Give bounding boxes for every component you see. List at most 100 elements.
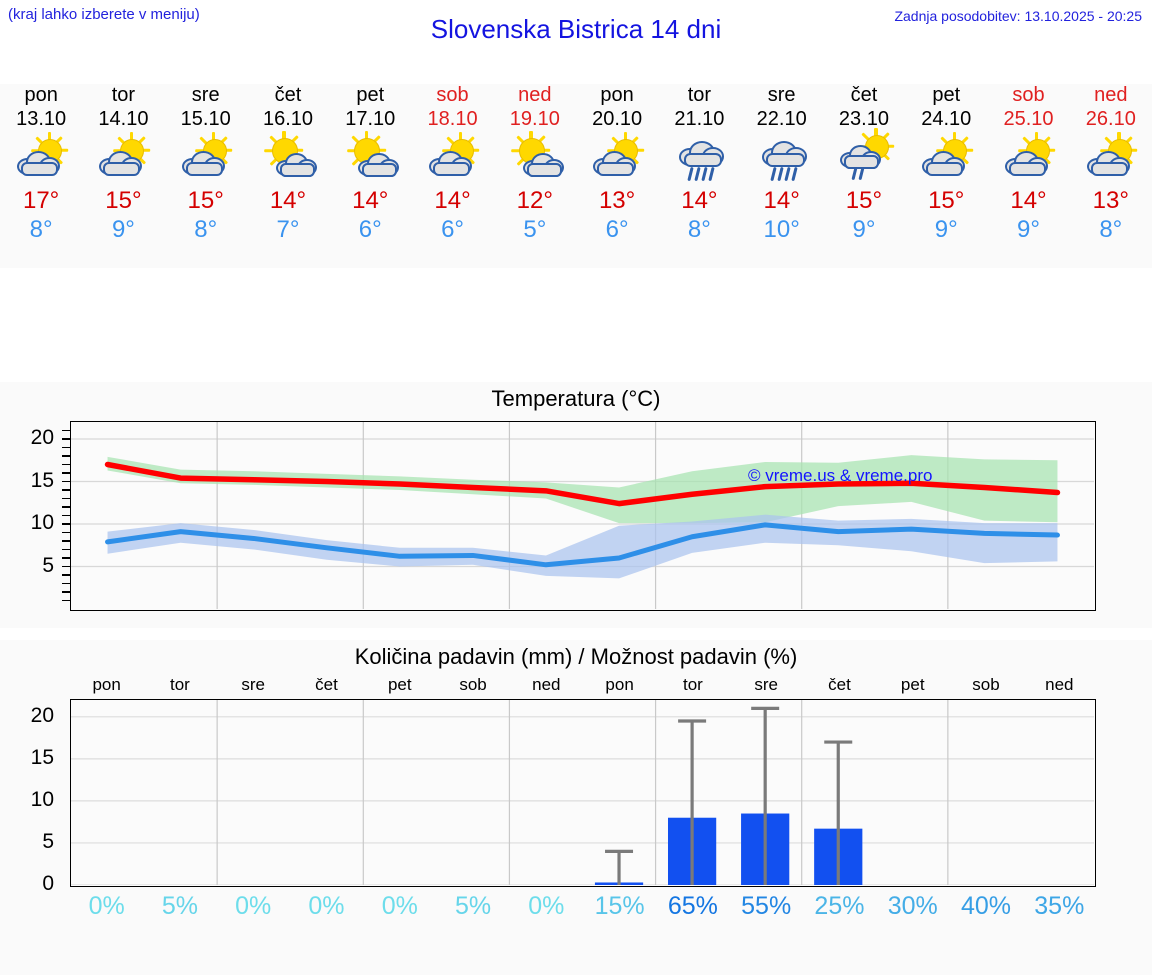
forecast-day-column[interactable]: tor 14.10 15° 9° — [82, 84, 164, 268]
forecast-day-column[interactable]: sre 22.10 14° 10° — [741, 84, 823, 268]
sun-behind-cloud-icon — [168, 132, 244, 185]
day-temp-max: 13° — [598, 187, 636, 214]
sun-behind-cloud-icon — [3, 132, 79, 185]
temp-y-tick-mark — [62, 531, 70, 533]
day-name: pon — [24, 84, 58, 106]
forecast-day-column[interactable]: sob 25.10 14° 9° — [987, 84, 1069, 268]
forecast-day-column[interactable]: pet 24.10 15° 9° — [905, 84, 987, 268]
forecast-day-column[interactable]: sre 15.10 15° 8° — [165, 84, 247, 268]
forecast-day-column[interactable]: čet 16.10 14° 7° — [247, 84, 329, 268]
day-temp-max: 15° — [845, 187, 883, 214]
temperature-chart-title: Temperatura (°C) — [491, 386, 661, 411]
precip-day-label: pet — [900, 675, 925, 694]
temp-y-tick-mark — [62, 455, 70, 457]
precip-y-tick-label: 15 — [30, 745, 54, 769]
temp-y-tick-mark — [62, 514, 70, 516]
sun-behind-small-cloud-icon — [497, 131, 573, 185]
temp-y-tick-mark — [62, 582, 70, 584]
precip-probability-label: 15% — [594, 892, 645, 920]
day-date: 26.10 — [1085, 108, 1136, 130]
forecast-day-column[interactable]: čet 23.10 15° 9° — [823, 84, 905, 268]
precipitation-day-labels: pon tor sre čet pet sob ned pon tor sre čet pet sob n… — [70, 675, 1096, 695]
temp-y-tick-mark — [62, 565, 70, 567]
day-temp-min: 10° — [763, 216, 800, 243]
temp-y-tick-mark — [62, 540, 70, 542]
temp-y-tick-mark — [62, 446, 70, 448]
day-date: 13.10 — [16, 108, 67, 130]
temp-y-tick-mark — [62, 463, 70, 465]
day-date: 15.10 — [180, 108, 231, 130]
temp-y-tick-mark — [62, 489, 70, 491]
last-updated-text: Zadnja posodobitev: 13.10.2025 - 20:25 — [894, 8, 1142, 24]
precipitation-plot-svg — [71, 700, 1094, 886]
day-temp-max: 14° — [352, 187, 389, 214]
forecast-day-column[interactable]: ned 26.10 13° 8° — [1070, 84, 1152, 268]
sun-behind-cloud-icon — [85, 132, 161, 185]
rain-cloud-icon — [661, 133, 737, 185]
sun-cloud-light-rain-icon — [826, 128, 902, 185]
weather-icon-slot — [85, 132, 161, 185]
day-temp-max: 13° — [1092, 187, 1129, 214]
day-date: 20.10 — [592, 108, 643, 130]
day-temp-min: 7° — [276, 216, 300, 243]
precip-day-label: sob — [972, 675, 1000, 694]
weather-icon-slot — [661, 133, 737, 185]
day-name: sob — [436, 84, 469, 106]
precip-probability-label: 5% — [161, 892, 198, 920]
temp-y-tick-mark — [62, 548, 70, 550]
temp-y-tick-label: 10 — [30, 511, 54, 534]
forecast-day-column[interactable]: ned 19.10 12° 5° — [494, 84, 576, 268]
forecast-day-column[interactable]: sob 18.10 14° 6° — [411, 84, 493, 268]
day-temp-min: 8° — [29, 216, 53, 243]
precipitation-plot-area — [70, 699, 1096, 887]
precipitation-chart-title: Količina padavin (mm) / Možnost padavin … — [354, 644, 798, 669]
day-temp-max: 14° — [434, 187, 471, 214]
weather-icon-slot — [744, 133, 820, 185]
forecast-day-column[interactable]: pon 20.10 13° 6° — [576, 84, 658, 268]
precip-day-label: ned — [532, 675, 561, 694]
day-name: sre — [767, 84, 796, 106]
precip-probability-label: 40% — [960, 892, 1012, 920]
day-temp-min: 9° — [1017, 216, 1040, 243]
precipitation-chart-section: Količina padavin (mm) / Možnost padavin … — [0, 640, 1152, 975]
precip-probability-label: 0% — [235, 892, 272, 920]
day-temp-min: 6° — [358, 216, 382, 243]
day-date: 17.10 — [345, 108, 396, 130]
weather-icon-slot — [3, 132, 79, 185]
forecast-day-column[interactable]: tor 21.10 14° 8° — [658, 84, 740, 268]
precip-probability-label: 35% — [1034, 892, 1085, 920]
temp-y-tick-mark — [62, 599, 70, 601]
precip-probability-label: 0% — [308, 892, 345, 920]
day-temp-min: 6° — [441, 216, 465, 243]
sun-behind-cloud-icon — [579, 132, 655, 185]
forecast-day-column[interactable]: pon 13.10 17° 8° — [0, 84, 82, 268]
page-title: Slovenska Bistrica 14 dni — [430, 14, 722, 44]
day-name: sob — [1012, 84, 1045, 106]
day-temp-min: 9° — [111, 216, 135, 243]
copyright-watermark: © vreme.us & vreme.pro — [748, 466, 933, 485]
day-name: ned — [1094, 84, 1128, 106]
precip-day-label: pon — [92, 675, 121, 694]
temp-y-tick-mark — [62, 472, 70, 474]
day-name: pet — [356, 84, 385, 106]
temperature-plot-svg — [71, 422, 1094, 609]
day-name: čet — [850, 84, 878, 106]
day-date: 14.10 — [98, 108, 149, 130]
weather-icon-slot — [991, 132, 1067, 185]
precipitation-probability-row: 0% 5% 0% 0% 0% 5% 0% 15% 65% 55% 25% 30% 40% 35% — [70, 892, 1096, 921]
precip-day-label: pet — [387, 675, 412, 694]
temp-y-tick-label: 5 — [42, 553, 54, 577]
precip-probability-label: 5% — [454, 892, 492, 920]
weather-icon-slot — [332, 131, 408, 185]
day-temp-min: 9° — [934, 216, 958, 243]
temp-y-tick-mark — [62, 438, 70, 440]
forecast-day-column[interactable]: pet 17.10 14° 6° — [329, 84, 411, 268]
menu-hint-text: (kraj lahko izberete v meniju) — [8, 6, 200, 23]
weather-icon-slot — [250, 131, 326, 185]
precip-day-label: sre — [241, 675, 266, 694]
temp-y-tick-mark — [62, 591, 70, 593]
sun-behind-small-cloud-icon — [250, 131, 326, 185]
precip-day-label: tor — [170, 675, 190, 694]
weather-icon-slot — [908, 132, 984, 185]
precip-probability-label: 25% — [814, 892, 865, 920]
